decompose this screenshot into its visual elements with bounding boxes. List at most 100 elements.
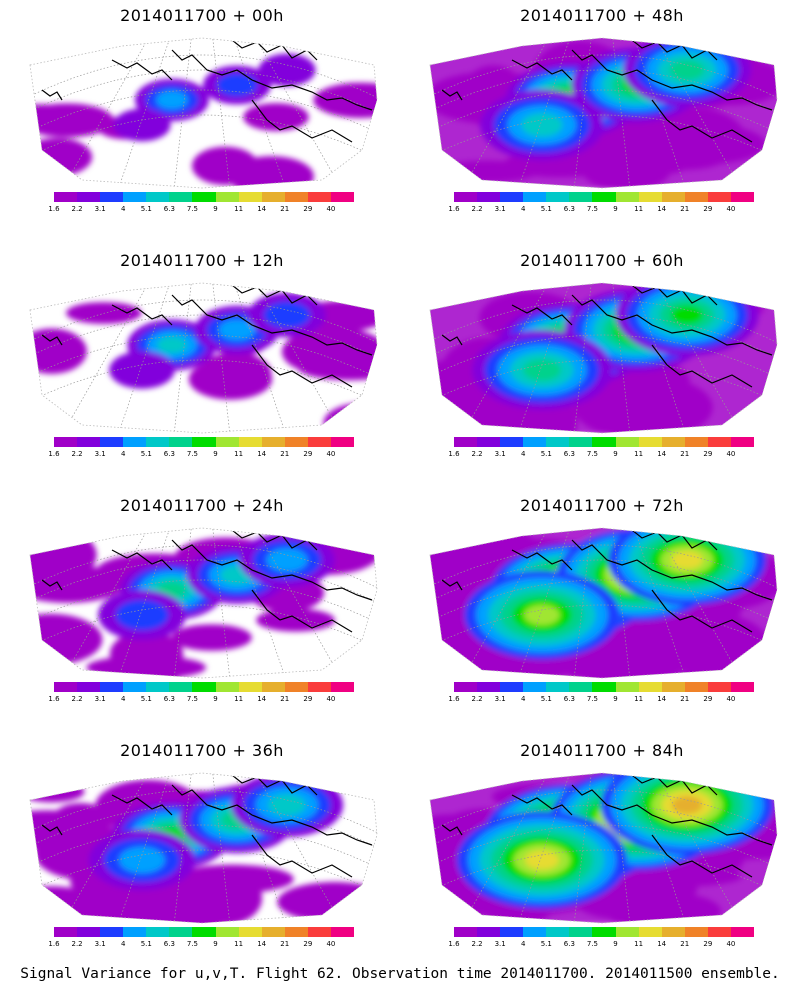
colorbar-cell — [454, 927, 478, 937]
colorbar-cell — [546, 437, 570, 447]
colorbar-tick-label: 14 — [657, 695, 667, 703]
colorbar-cell — [284, 192, 308, 202]
colorbar-cell — [215, 437, 239, 447]
colorbar-cell — [238, 927, 262, 937]
colorbar-tick-label: 1.6 — [48, 940, 60, 948]
colorbar-tick-label: 1.6 — [48, 695, 60, 703]
colorbar-cell — [77, 927, 101, 937]
colorbar-cell — [100, 927, 124, 937]
colorbar-tick-label: 29 — [703, 940, 713, 948]
colorbar-tick-label: 21 — [280, 450, 290, 458]
colorbar-labels: 1.6 2.2 3.1 4 5.1 6.3 7.5 9 11 14 21 29 40 — [48, 940, 354, 952]
colorbar-cell — [546, 927, 570, 937]
colorbar-labels: 1.6 2.2 3.1 4 5.1 6.3 7.5 9 11 14 21 29 40 — [448, 205, 754, 217]
colorbar-tick-label: 7.5 — [586, 940, 599, 948]
colorbar-cell — [330, 927, 355, 937]
colorbar-tick-label: 9 — [213, 450, 218, 458]
colorbar-tick-label: 29 — [303, 940, 313, 948]
colorbar-tick-label: 7.5 — [186, 205, 199, 213]
panel-title: 2014011700 + 24h — [120, 496, 284, 515]
colorbar-tick-label: 3.1 — [94, 940, 106, 948]
colorbar-cell — [684, 192, 708, 202]
colorbar — [54, 682, 355, 692]
colorbar-tick-label: 6.3 — [563, 695, 575, 703]
forecast-panel: 2014011700 + 24h 1.6 2.2 3.1 4 5.1 6.3 7.5 9 11 14… — [12, 490, 392, 735]
colorbar-cell — [592, 682, 616, 692]
colorbar-cell — [307, 437, 331, 447]
colorbar-tick-label: 5.1 — [140, 450, 152, 458]
colorbar-cell — [261, 927, 285, 937]
colorbar-tick-label: 11 — [234, 940, 244, 948]
colorbar-tick-label: 21 — [680, 695, 690, 703]
colorbar-cell — [169, 927, 193, 937]
panel-title: 2014011700 + 72h — [520, 496, 684, 515]
colorbar-tick-label: 11 — [234, 205, 244, 213]
colorbar-tick-label: 7.5 — [186, 450, 199, 458]
colorbar-cell — [100, 682, 124, 692]
colorbar-tick-label: 14 — [257, 205, 267, 213]
colorbar-tick-label: 21 — [680, 205, 690, 213]
forecast-panel: 2014011700 + 72h 1.6 2.2 3.1 4 5.1 6.3 7.5 9 11 14… — [412, 490, 792, 735]
colorbar-cell — [454, 437, 478, 447]
colorbar-cell — [238, 682, 262, 692]
forecast-panel: 2014011700 + 60h 1.6 2.2 3.1 4 5.1 6.3 7.5 9 11 14… — [412, 245, 792, 490]
colorbar-cell — [261, 192, 285, 202]
colorbar-cell — [146, 682, 170, 692]
colorbar — [454, 682, 755, 692]
colorbar-cell — [707, 682, 731, 692]
colorbar-tick-label: 40 — [326, 450, 336, 458]
colorbar-cell — [54, 192, 78, 202]
colorbar-cell — [592, 927, 616, 937]
colorbar-cell — [307, 927, 331, 937]
colorbar-cell — [261, 682, 285, 692]
colorbar-tick-label: 2.2 — [71, 450, 83, 458]
colorbar-cell — [592, 437, 616, 447]
colorbar-tick-label: 5.1 — [540, 695, 552, 703]
colorbar-cell — [638, 927, 662, 937]
colorbar-cell — [661, 682, 685, 692]
colorbar-cell — [100, 192, 124, 202]
colorbar-tick-label: 5.1 — [540, 450, 552, 458]
colorbar-tick-label: 29 — [303, 695, 313, 703]
colorbar-tick-label: 9 — [613, 450, 618, 458]
variance-map — [29, 282, 378, 434]
colorbar-tick-label: 21 — [680, 450, 690, 458]
colorbar-tick-label: 3.1 — [494, 205, 506, 213]
colorbar-tick-label: 7.5 — [186, 940, 199, 948]
colorbar-tick-label: 9 — [213, 695, 218, 703]
colorbar-tick-label: 14 — [657, 940, 667, 948]
colorbar-tick-label: 7.5 — [586, 450, 599, 458]
colorbar-cell — [661, 192, 685, 202]
colorbar-cell — [330, 192, 355, 202]
colorbar-cell — [192, 682, 216, 692]
colorbar-cell — [192, 192, 216, 202]
colorbar-cell — [454, 192, 478, 202]
colorbar-tick-label: 21 — [280, 940, 290, 948]
colorbar-cell — [707, 192, 731, 202]
colorbar-tick-label: 3.1 — [494, 940, 506, 948]
colorbar-cell — [169, 682, 193, 692]
variance-map — [429, 527, 778, 679]
colorbar-cell — [477, 437, 501, 447]
colorbar-tick-label: 5.1 — [540, 940, 552, 948]
colorbar-cell — [569, 682, 593, 692]
colorbar-cell — [123, 437, 147, 447]
colorbar-cell — [169, 192, 193, 202]
colorbar — [454, 192, 755, 202]
colorbar-cell — [638, 682, 662, 692]
colorbar-tick-label: 9 — [613, 205, 618, 213]
colorbar-cell — [238, 437, 262, 447]
colorbar-tick-label: 4 — [520, 940, 526, 948]
colorbar-tick-label: 1.6 — [448, 205, 460, 213]
colorbar-cell — [454, 682, 478, 692]
colorbar-cell — [477, 682, 501, 692]
forecast-panel: 2014011700 + 48h 1.6 2.2 3.1 4 5.1 6.3 7.5 9 11 14… — [412, 0, 792, 245]
colorbar-cell — [77, 682, 101, 692]
colorbar-tick-label: 3.1 — [494, 450, 506, 458]
colorbar-labels: 1.6 2.2 3.1 4 5.1 6.3 7.5 9 11 14 21 29 40 — [48, 450, 354, 462]
colorbar-cell — [284, 437, 308, 447]
colorbar-tick-label: 2.2 — [471, 940, 483, 948]
colorbar-cell — [77, 192, 101, 202]
colorbar-tick-label: 5.1 — [140, 205, 152, 213]
colorbar-cell — [500, 192, 524, 202]
